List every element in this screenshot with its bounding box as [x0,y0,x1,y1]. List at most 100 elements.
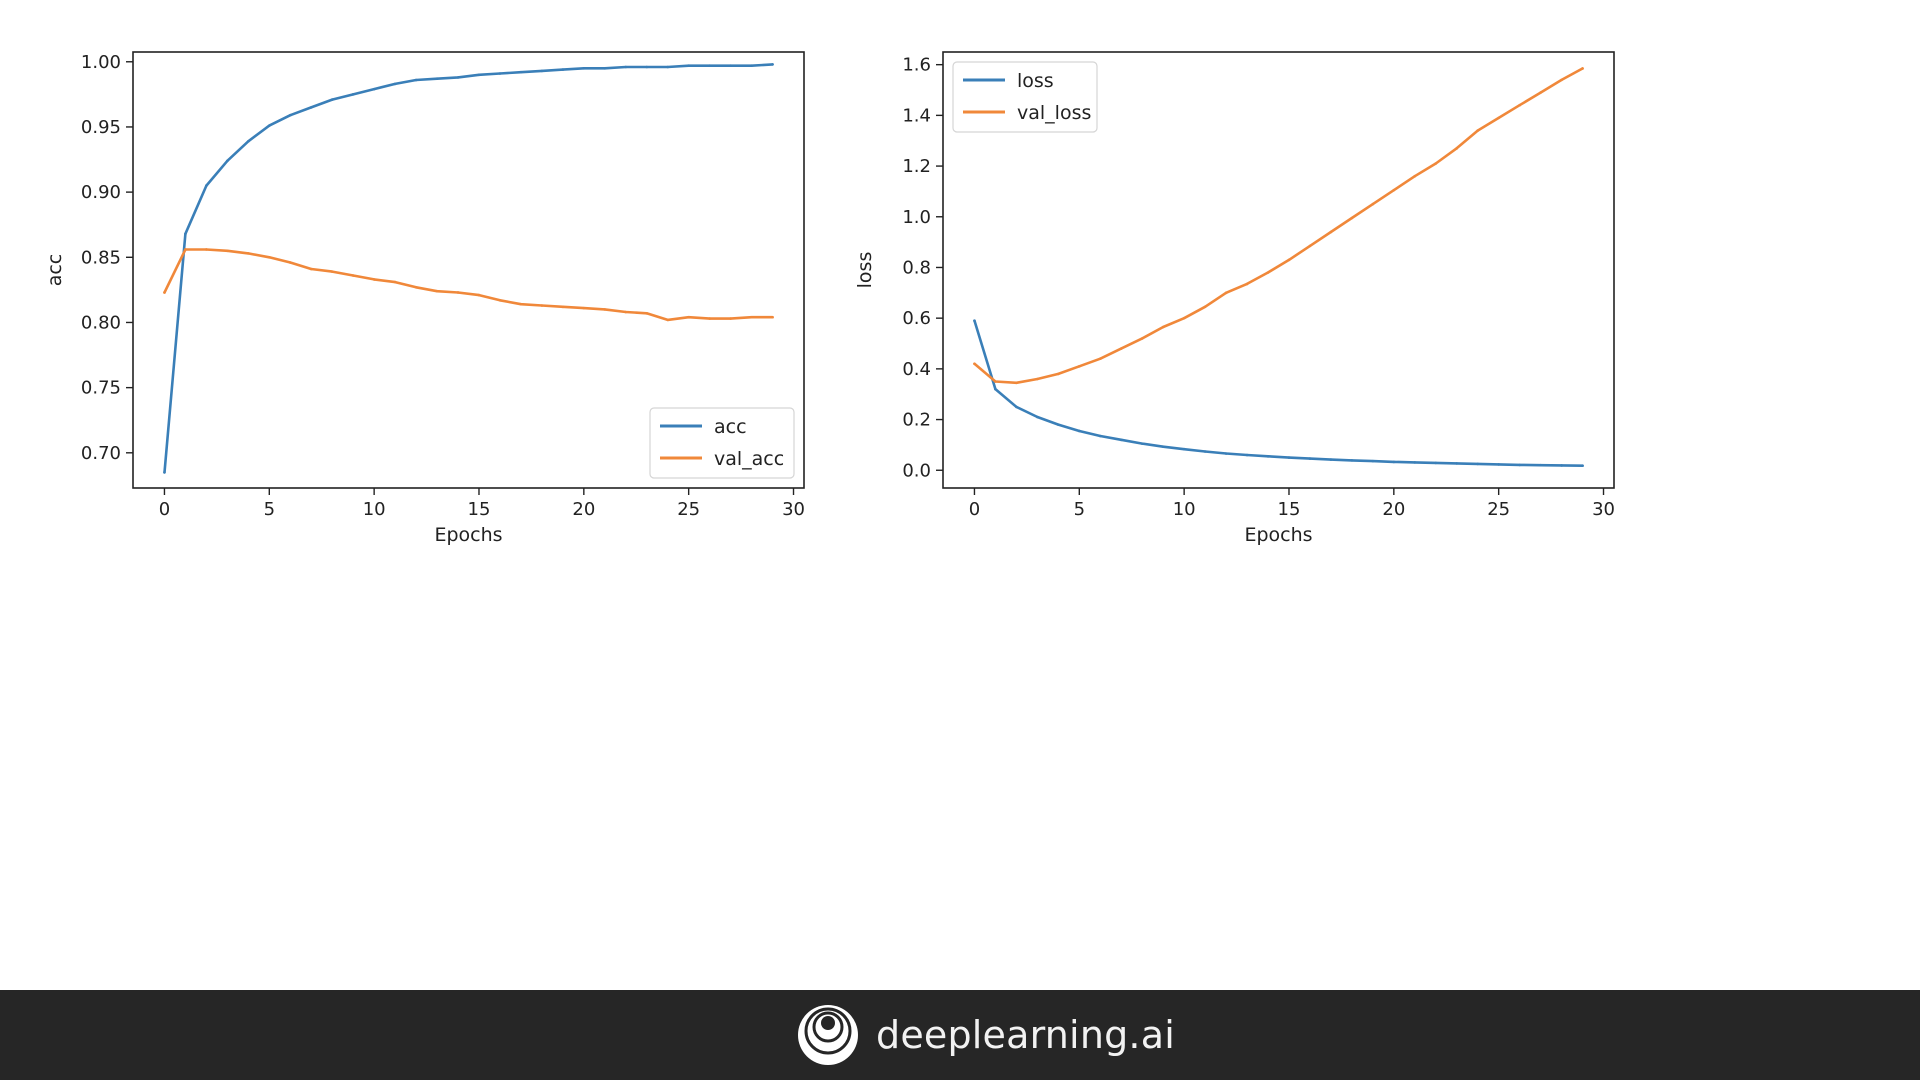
data-point-acc [729,64,732,67]
y-tick-label: 0.90 [81,182,121,203]
data-point-acc [624,65,628,69]
data-point-val_loss [973,362,976,366]
data-point-val_loss [1392,188,1396,192]
data-point-val_loss [1245,282,1249,286]
data-point-acc [309,106,313,109]
data-point-val_acc [288,261,292,264]
data-point-loss [1182,447,1186,451]
data-point-val_acc [456,291,460,294]
data-point-acc [414,78,418,82]
series-line-acc [163,63,774,474]
data-point-loss [1119,438,1123,442]
y-tick-label: 1.4 [902,105,931,126]
data-point-val_acc [435,289,439,293]
data-point-val_acc [519,302,523,306]
y-tick-label: 0.4 [902,359,931,380]
data-point-val_loss [1308,244,1312,248]
y-tick-label: 0.70 [81,443,121,464]
data-point-val_acc [267,255,271,259]
data-point-loss [1329,458,1333,461]
series-line-val_loss [973,67,1584,385]
data-point-acc [372,87,376,91]
x-tick-label: 5 [1074,499,1085,520]
data-point-acc [205,184,208,187]
data-point-loss [1036,415,1039,419]
data-point-val_acc [205,248,208,251]
legend-label-acc: acc [714,416,747,438]
series-line-val_acc [163,248,774,322]
data-point-loss [1057,423,1060,426]
data-point-val_loss [1287,258,1291,262]
x-axis-label: Epochs [434,524,502,546]
data-point-val_loss [1140,337,1144,340]
data-point-val_acc [771,315,774,319]
data-point-acc [184,232,187,236]
data-point-acc [666,65,670,69]
legend-label-loss: loss [1017,70,1054,92]
data-point-val_loss [1497,116,1500,120]
data-point-val_acc [309,267,313,271]
y-axis-label: loss [854,252,876,289]
deeplearning-ai-logo-icon [798,1005,858,1065]
y-tick-label: 1.2 [902,156,931,177]
data-point-val_acc [645,312,649,315]
data-point-acc [477,73,481,77]
data-point-loss [1287,456,1291,459]
data-point-val_acc [163,291,166,294]
data-point-acc [393,82,397,86]
y-tick-label: 1.0 [902,207,931,228]
data-point-val_acc [184,248,187,251]
data-point-val_loss [1560,78,1563,82]
data-point-val_acc [708,317,711,320]
data-point-acc [771,63,774,66]
data-point-loss [1434,461,1438,465]
data-point-acc [288,113,292,117]
x-tick-label: 15 [468,499,491,520]
data-point-loss [1224,452,1228,455]
data-point-val_acc [582,306,586,310]
data-point-acc [582,66,586,70]
x-tick-label: 25 [1487,499,1510,520]
data-point-loss [1476,462,1480,466]
brand: deeplearning.ai [796,990,1175,1080]
data-point-val_loss [1413,174,1417,178]
data-point-val_loss [1077,365,1081,368]
x-tick-label: 10 [1173,499,1196,520]
data-point-val_loss [994,380,997,383]
data-point-val_acc [247,252,250,255]
data-point-val_loss [1371,202,1375,206]
x-tick-label: 5 [264,499,275,520]
data-point-loss [1581,464,1584,467]
y-tick-label: 0.80 [81,312,121,333]
legend-label-val_acc: val_acc [714,448,784,470]
data-point-loss [1371,459,1375,463]
data-point-val_loss [1203,305,1207,309]
data-point-acc [645,65,649,69]
data-point-val_acc [666,318,670,322]
x-tick-label: 30 [782,499,805,520]
data-point-val_loss [1539,91,1542,94]
data-point-val_loss [1434,162,1438,165]
y-axis-label: acc [44,254,66,287]
data-point-val_loss [1350,216,1354,220]
y-tick-label: 0.75 [81,378,121,399]
data-point-val_acc [624,310,628,314]
data-point-val_loss [1455,147,1459,150]
legend-label-val_loss: val_loss [1017,102,1091,124]
data-point-loss [1392,460,1396,464]
data-point-acc [750,64,753,67]
data-point-loss [1518,463,1521,467]
data-point-val_acc [603,308,607,311]
data-point-val_acc [393,280,397,284]
data-point-acc [687,64,690,67]
x-tick-label: 0 [159,499,170,520]
data-point-acc [330,98,334,101]
data-point-val_loss [1266,271,1270,274]
data-point-acc [708,64,711,67]
y-tick-label: 0.0 [902,460,931,481]
data-point-loss [1455,462,1459,465]
data-point-acc [540,69,544,73]
data-point-acc [247,139,250,143]
data-point-val_acc [226,249,229,253]
data-point-loss [973,319,976,322]
